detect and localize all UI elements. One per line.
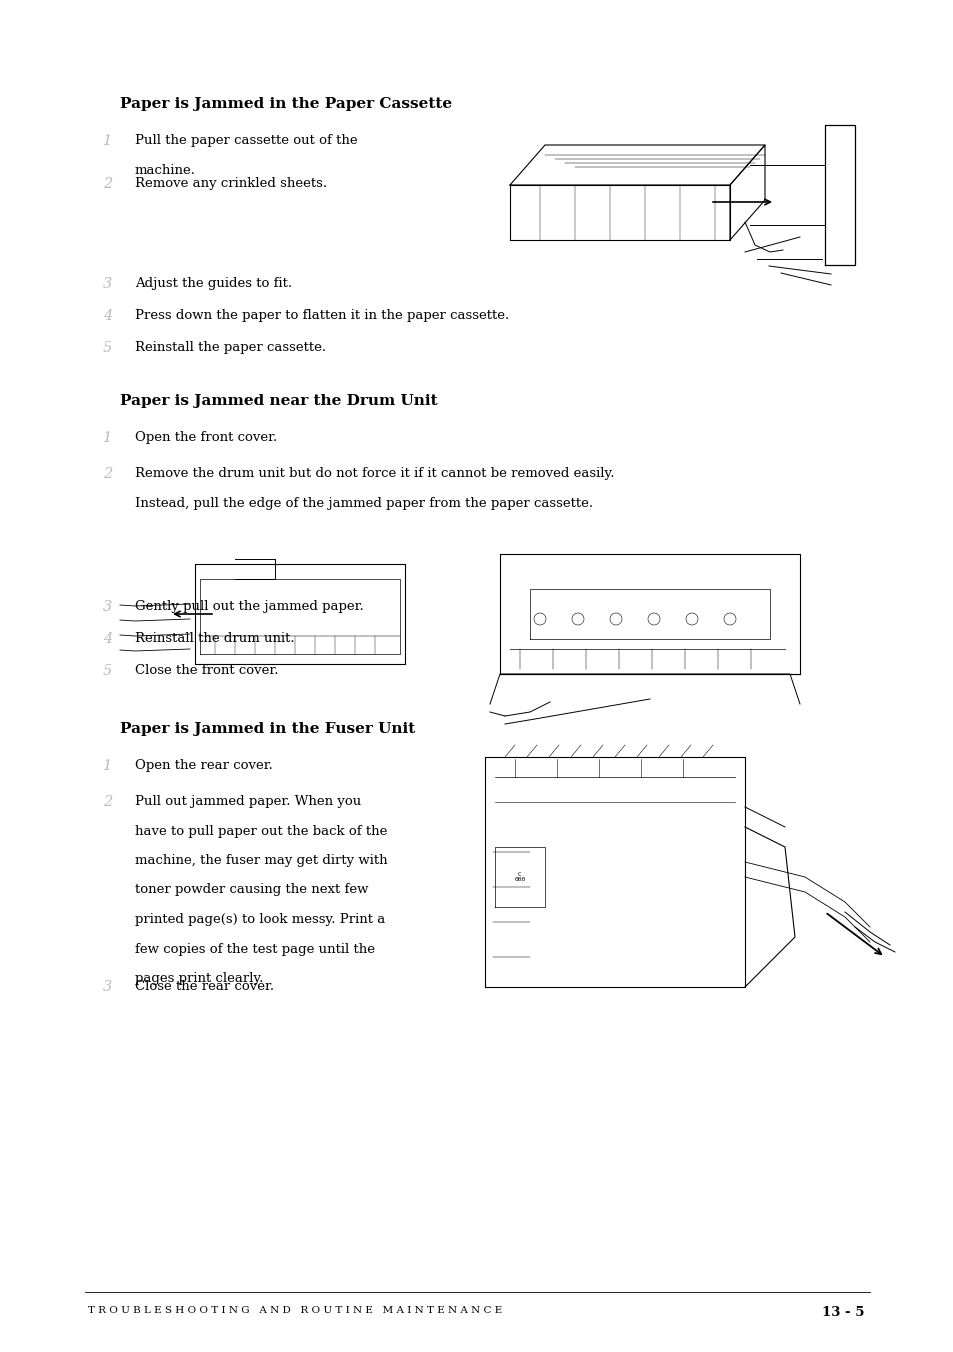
Text: machine.: machine. xyxy=(135,164,195,177)
Text: Open the front cover.: Open the front cover. xyxy=(135,431,277,443)
Text: pages print clearly.: pages print clearly. xyxy=(135,972,263,986)
Text: 4: 4 xyxy=(103,310,112,323)
Text: 2: 2 xyxy=(103,177,112,191)
Text: 2: 2 xyxy=(103,466,112,481)
Text: Pull out jammed paper. When you: Pull out jammed paper. When you xyxy=(135,795,361,808)
Text: T R O U B L E S H O O T I N G   A N D   R O U T I N E   M A I N T E N A N C E: T R O U B L E S H O O T I N G A N D R O … xyxy=(88,1306,501,1315)
Text: C
000: C 000 xyxy=(514,872,525,883)
Text: Press down the paper to flatten it in the paper cassette.: Press down the paper to flatten it in th… xyxy=(135,310,509,322)
Text: 3: 3 xyxy=(103,600,112,614)
Text: Remove any crinkled sheets.: Remove any crinkled sheets. xyxy=(135,177,327,191)
Text: 3: 3 xyxy=(103,980,112,994)
Text: toner powder causing the next few: toner powder causing the next few xyxy=(135,883,368,896)
Text: Paper is Jammed near the Drum Unit: Paper is Jammed near the Drum Unit xyxy=(120,393,437,408)
Text: Close the rear cover.: Close the rear cover. xyxy=(135,980,274,992)
Text: Gently pull out the jammed paper.: Gently pull out the jammed paper. xyxy=(135,600,363,612)
Text: Reinstall the paper cassette.: Reinstall the paper cassette. xyxy=(135,341,326,354)
Text: 13 - 5: 13 - 5 xyxy=(821,1306,864,1320)
Text: 2: 2 xyxy=(103,795,112,808)
Text: machine, the fuser may get dirty with: machine, the fuser may get dirty with xyxy=(135,854,387,867)
Text: 1: 1 xyxy=(103,431,112,445)
Text: printed page(s) to look messy. Print a: printed page(s) to look messy. Print a xyxy=(135,913,385,926)
Text: Paper is Jammed in the Paper Cassette: Paper is Jammed in the Paper Cassette xyxy=(120,97,452,111)
Text: 3: 3 xyxy=(103,277,112,291)
Text: Open the rear cover.: Open the rear cover. xyxy=(135,758,273,772)
Text: 4: 4 xyxy=(103,631,112,646)
Text: 1: 1 xyxy=(103,134,112,147)
Text: 5: 5 xyxy=(103,341,112,356)
Text: Remove the drum unit but do not force it if it cannot be removed easily.: Remove the drum unit but do not force it… xyxy=(135,466,614,480)
Text: Close the front cover.: Close the front cover. xyxy=(135,664,278,677)
Text: 5: 5 xyxy=(103,664,112,677)
Text: Instead, pull the edge of the jammed paper from the paper cassette.: Instead, pull the edge of the jammed pap… xyxy=(135,496,593,510)
Text: Pull the paper cassette out of the: Pull the paper cassette out of the xyxy=(135,134,357,147)
Text: Paper is Jammed in the Fuser Unit: Paper is Jammed in the Fuser Unit xyxy=(120,722,415,735)
Text: Adjust the guides to fit.: Adjust the guides to fit. xyxy=(135,277,292,289)
Text: have to pull paper out the back of the: have to pull paper out the back of the xyxy=(135,825,387,837)
Text: Reinstall the drum unit.: Reinstall the drum unit. xyxy=(135,631,294,645)
Text: 1: 1 xyxy=(103,758,112,773)
Text: few copies of the test page until the: few copies of the test page until the xyxy=(135,942,375,956)
